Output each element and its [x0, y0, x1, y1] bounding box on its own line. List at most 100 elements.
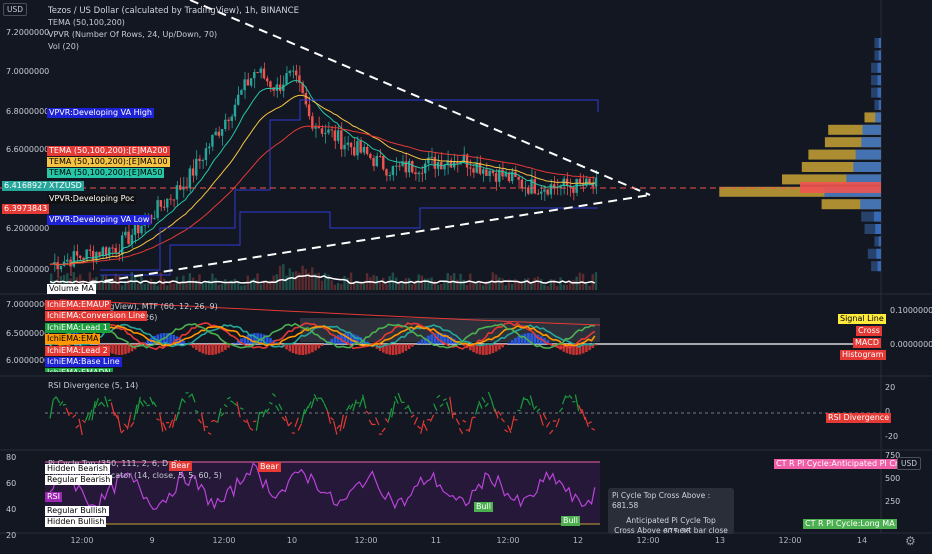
candle-body: [121, 235, 123, 254]
candle-body: [372, 158, 374, 166]
macd-histogram-bar: [140, 344, 143, 345]
time-tick: 12:00: [778, 536, 802, 545]
regular-bullish-label: Regular Bullish: [45, 506, 109, 516]
rsi-div-segment: [340, 415, 343, 432]
rsi-div-segment: [202, 413, 205, 431]
candle-body: [269, 81, 271, 87]
rsi-div-tick: -20: [885, 432, 898, 442]
candle-body: [156, 200, 158, 218]
candle-body: [250, 78, 252, 85]
rsi-div-segment: [388, 408, 391, 421]
rsi-div-segment: [66, 408, 69, 416]
candle-body: [427, 158, 429, 164]
volume-bar: [379, 282, 381, 290]
macd-histogram-bar: [511, 340, 514, 344]
legend-tema[interactable]: TEMA (50,100,200): [48, 18, 125, 28]
rsi-div-segment: [579, 405, 582, 413]
macd-histogram-bar: [308, 344, 311, 354]
rsi-div-segment: [131, 422, 134, 427]
volume-bar: [260, 285, 262, 290]
candle-body: [56, 262, 58, 269]
volume-bar: [437, 285, 439, 290]
volume-bar: [347, 278, 349, 290]
volume-bar: [559, 277, 561, 290]
candle-body: [292, 71, 294, 72]
volume-bar: [524, 279, 526, 290]
candle-body: [166, 199, 168, 208]
rsi-div-segment: [353, 400, 356, 411]
hidden-bullish-label: Hidden Bullish: [45, 517, 106, 527]
macd-histogram-bar: [208, 344, 211, 355]
rsi-div-segment: [588, 422, 591, 424]
vpvr-bar-up: [874, 212, 881, 222]
rsi-div-segment: [530, 395, 533, 407]
rsi-div-segment: [192, 394, 195, 403]
rsi-div-segment: [269, 402, 272, 404]
rsi-div-segment: [163, 423, 166, 431]
time-tick: 9: [140, 536, 164, 545]
volume-bar: [543, 285, 545, 290]
volume-bar: [292, 272, 294, 290]
macd-histogram-bar: [505, 344, 508, 345]
rsi-div-segment: [79, 419, 82, 435]
ichi-lead2-label: IchiEMA:Lead 2: [45, 346, 110, 356]
rsi-div-segment: [501, 418, 504, 422]
volume-bar: [540, 279, 542, 290]
volume-bar: [298, 273, 300, 290]
macd-histogram-bar: [118, 344, 121, 355]
macd-histogram-bar: [408, 344, 411, 349]
candle-body: [366, 147, 368, 154]
price-tick: 7.0000000: [6, 67, 49, 77]
gear-icon[interactable]: ⚙: [905, 534, 916, 548]
rsi-div-segment: [56, 397, 59, 403]
macd-histogram-bar: [192, 344, 195, 348]
ichi-ema-label: IchiEMA:EMA: [45, 334, 100, 344]
bull-tag: Bull: [474, 502, 493, 512]
rsi-div-segment: [50, 400, 53, 419]
volume-bar: [301, 266, 303, 290]
volume-bar: [550, 279, 552, 290]
macd-histogram-bar: [401, 344, 404, 353]
candle-body: [198, 159, 200, 161]
macd-histogram-bar: [405, 344, 408, 351]
legend-volume[interactable]: Vol (20): [48, 42, 79, 52]
rsi-div-segment: [98, 402, 101, 406]
rsi-div-segment: [482, 397, 485, 402]
candle-body: [208, 147, 210, 149]
rsi-div-segment: [563, 395, 566, 404]
rsi-div-segment: [118, 415, 121, 432]
macd-histogram-bar: [289, 344, 292, 351]
rsi-div-segment: [453, 414, 456, 415]
candle-body: [434, 157, 436, 169]
bear-tag: Bear: [258, 462, 281, 472]
rsi-div-segment: [456, 419, 459, 425]
macd-histogram-bar: [421, 339, 424, 344]
volume-bar: [295, 271, 297, 290]
macd-histogram-bar: [121, 344, 124, 355]
volume-bar: [479, 283, 481, 290]
volume-bar: [121, 285, 123, 290]
rsi-div-segment: [495, 409, 498, 418]
volume-bar: [253, 278, 255, 290]
candle-body: [395, 166, 397, 167]
macd-histogram-bar: [314, 344, 317, 350]
macd-histogram-bar: [392, 344, 395, 355]
pi-currency-button[interactable]: USD: [897, 457, 921, 470]
currency-button[interactable]: USD: [3, 3, 27, 16]
candle-body: [308, 104, 310, 116]
candle-body: [550, 184, 552, 194]
ichi-baseline-label: IchiEMA:Base Line: [45, 357, 122, 367]
candle-body: [234, 105, 236, 117]
volume-bar: [318, 273, 320, 290]
volume-bar: [134, 277, 136, 290]
vpvr-bar-up: [856, 150, 881, 160]
rsi-div-segment: [421, 420, 424, 433]
ichi-lead1-label: IchiEMA:Lead 1: [45, 323, 110, 333]
candle-body: [414, 172, 416, 174]
vpvr-bar-up: [878, 75, 881, 85]
volume-bar: [305, 269, 307, 290]
legend-vpvr[interactable]: VPVR (Number Of Rows, 24, Up/Down, 70): [48, 30, 217, 40]
rsi-div-legend[interactable]: RSI Divergence (5, 14): [48, 381, 138, 391]
volume-bar: [466, 285, 468, 290]
